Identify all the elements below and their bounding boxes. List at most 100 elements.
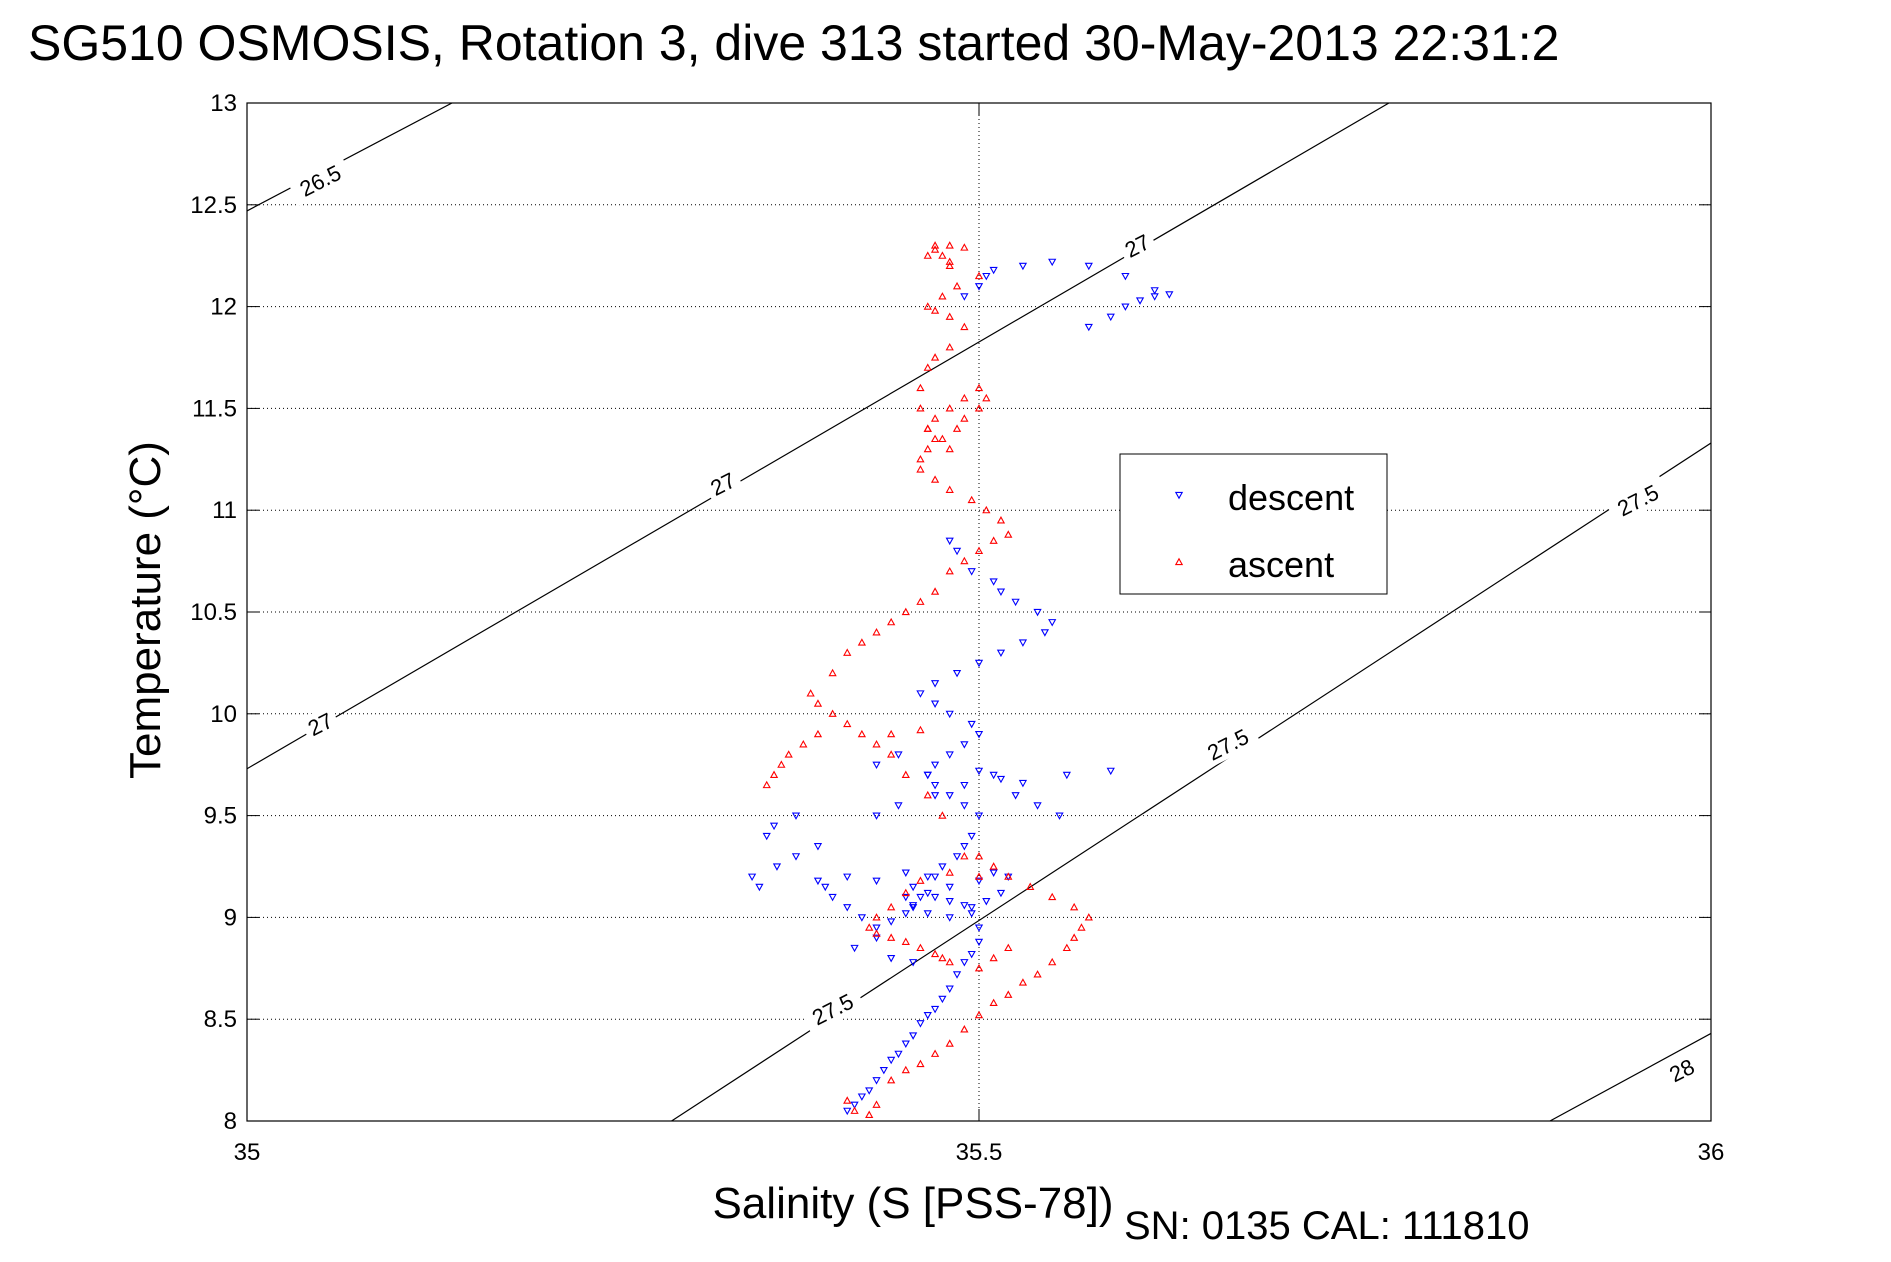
ascent-point <box>1070 933 1079 941</box>
descent-point <box>974 283 984 291</box>
descent-point <box>843 1107 852 1116</box>
x-axis-label: Salinity (S [PSS-78]) <box>712 1179 1113 1228</box>
ascent-point <box>901 1065 910 1074</box>
ascent-point <box>916 454 925 463</box>
legend-ascent-marker <box>1174 557 1184 566</box>
descent-point <box>908 883 918 892</box>
descent-point <box>1084 262 1093 271</box>
ascent-point <box>1004 872 1013 880</box>
y-tick-label: 8 <box>224 1108 237 1135</box>
ascent-point <box>887 729 896 738</box>
descent-point <box>1106 767 1115 776</box>
ascent-point <box>1033 970 1042 978</box>
ascent-point <box>974 872 984 880</box>
descent-point <box>755 883 764 892</box>
y-tick-label: 11.5 <box>192 395 237 422</box>
y-tick-label: 11 <box>212 497 237 524</box>
descent-point <box>974 767 984 776</box>
descent-point <box>865 1087 874 1095</box>
ascent-point <box>923 444 932 453</box>
descent-point <box>901 869 910 877</box>
descent-point <box>1165 291 1174 299</box>
ascent-point <box>762 780 771 789</box>
descent-point <box>1084 323 1093 332</box>
contour-label-bg <box>1660 1050 1703 1090</box>
descent-point <box>908 902 918 910</box>
descent-point <box>974 812 984 820</box>
ascent-point <box>945 257 954 265</box>
density-contour-27 <box>247 103 1390 770</box>
descent-point <box>1018 779 1028 788</box>
ascent-point <box>930 587 940 595</box>
descent-point <box>974 731 984 739</box>
ascent-point <box>887 933 896 941</box>
ascent-point <box>930 475 940 483</box>
legend: descent ascent <box>1119 453 1388 595</box>
descent-point <box>857 1093 867 1101</box>
contour-label-bg <box>799 983 866 1035</box>
ascent-point <box>901 937 910 945</box>
data-points <box>747 241 1174 1118</box>
ascent-point <box>887 902 896 911</box>
y-tick-label: 10.5 <box>190 599 237 626</box>
y-tick-label: 10 <box>210 701 237 728</box>
ascent-point <box>974 963 984 972</box>
descent-point <box>894 751 903 759</box>
descent-point <box>989 771 998 780</box>
serial-calibration-label: SN: 0135 CAL: 111810 <box>1124 1204 1530 1248</box>
descent-point <box>960 781 969 790</box>
ascent-point <box>887 617 896 626</box>
ascent-point <box>916 465 925 473</box>
descent-point <box>974 659 984 668</box>
ascent-point <box>916 404 925 412</box>
descent-point <box>930 792 940 800</box>
descent-point <box>930 873 940 882</box>
descent-point <box>747 873 757 882</box>
density-contour-26.5 <box>247 103 453 212</box>
descent-point <box>930 1005 940 1014</box>
descent-point <box>945 914 954 922</box>
ascent-point <box>872 929 881 937</box>
descent-point <box>945 883 954 892</box>
y-tick-label: 12 <box>210 294 237 321</box>
descent-point <box>989 578 998 586</box>
descent-point <box>996 889 1006 898</box>
descent-point <box>894 802 903 810</box>
ascent-point <box>843 719 852 728</box>
ascent-point <box>930 353 940 361</box>
ascent-point <box>843 1096 852 1104</box>
ascent-point <box>916 383 925 392</box>
descent-point <box>872 877 881 886</box>
ascent-point <box>967 495 976 504</box>
descent-point <box>1048 619 1057 627</box>
density-contour-28 <box>1549 1032 1711 1121</box>
descent-point <box>843 904 852 912</box>
descent-point <box>960 293 969 301</box>
descent-point <box>989 869 998 877</box>
contour-label-bg <box>1605 474 1671 526</box>
descent-point <box>996 649 1006 658</box>
descent-point <box>974 924 984 932</box>
ascent-point <box>945 444 954 453</box>
descent-point <box>982 898 991 906</box>
ascent-point <box>872 628 881 636</box>
ascent-point <box>1048 957 1057 966</box>
ascent-point <box>1070 902 1079 911</box>
ascent-point <box>784 750 793 758</box>
ascent-point <box>938 953 947 962</box>
ascent-point <box>1084 913 1093 921</box>
descent-point <box>967 904 976 912</box>
y-tick-label: 9.5 <box>204 803 237 830</box>
ascent-point <box>923 790 932 799</box>
ascent-point <box>813 699 823 707</box>
descent-point <box>1033 608 1042 617</box>
ascent-point <box>930 245 940 253</box>
ascent-point <box>982 505 991 514</box>
descent-point <box>901 1040 910 1048</box>
ascent-point <box>857 729 867 738</box>
ascent-point <box>945 1039 954 1047</box>
ascent-point <box>843 648 852 656</box>
x-tick-label: 35.5 <box>956 1139 1003 1166</box>
descent-point <box>887 955 896 963</box>
